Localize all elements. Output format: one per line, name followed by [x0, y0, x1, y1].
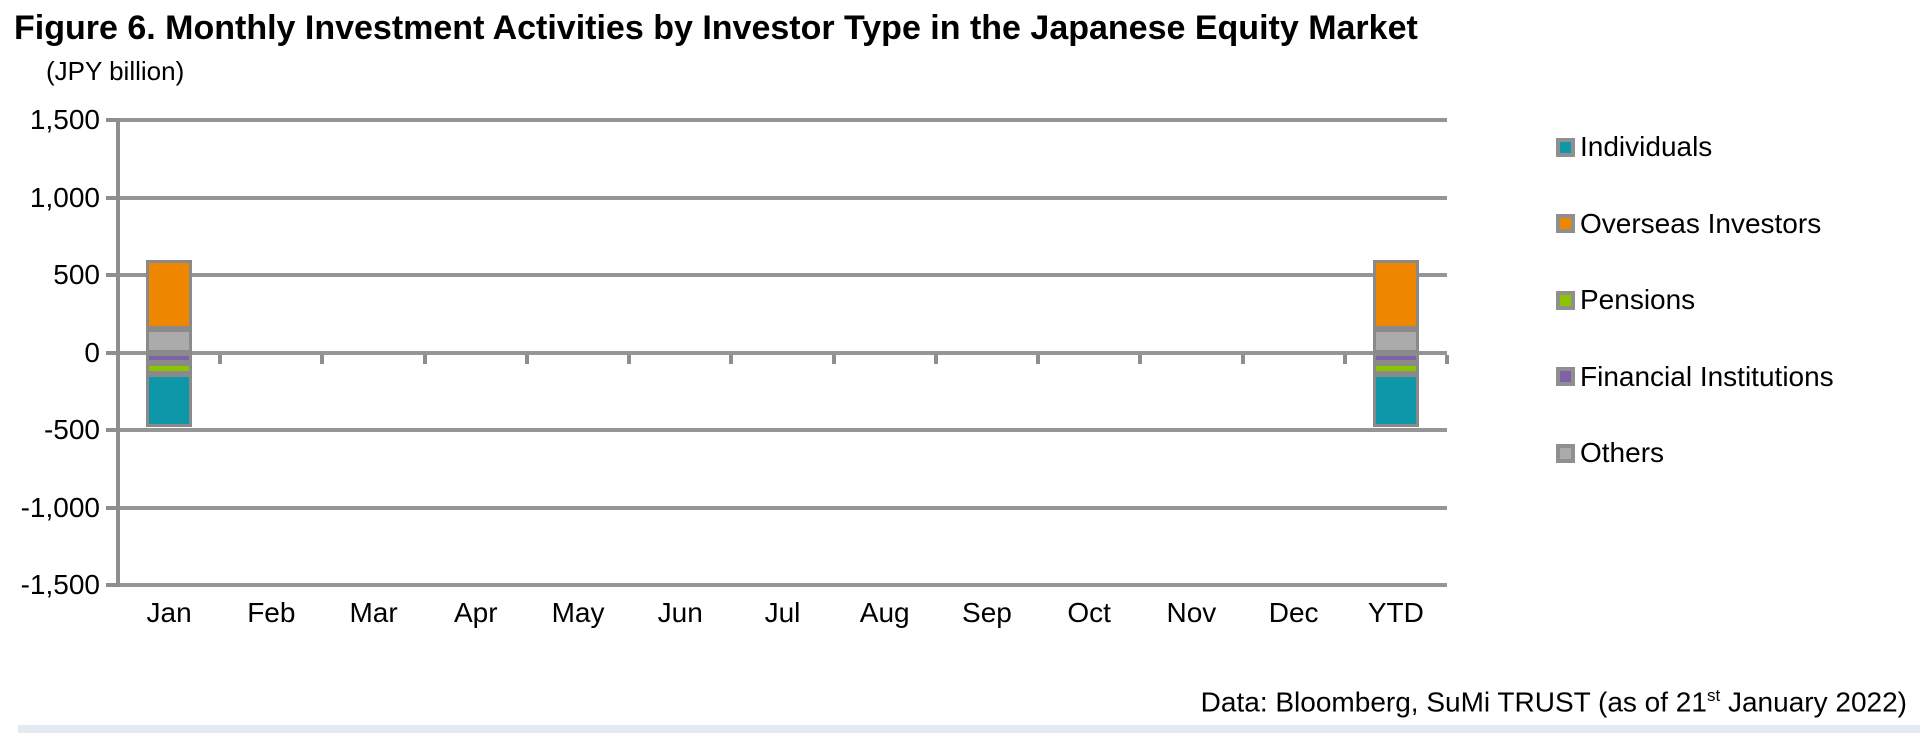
legend-swatch-icon	[1556, 367, 1575, 386]
x-axis-tick	[218, 354, 223, 364]
x-axis-label: Sep	[962, 597, 1012, 628]
x-axis-label: Apr	[454, 597, 498, 628]
legend-item: Overseas Investors	[1556, 208, 1821, 240]
y-axis-tick-label: 0	[84, 336, 100, 368]
legend-item: Individuals	[1556, 131, 1712, 163]
legend-item: Financial Institutions	[1556, 361, 1834, 393]
y-axis-tick	[106, 273, 118, 277]
gridline	[118, 505, 1447, 510]
x-axis-tick	[1342, 354, 1347, 364]
footer-superscript: st	[1706, 686, 1721, 705]
gridline	[118, 273, 1447, 277]
legend-item: Others	[1556, 437, 1664, 469]
legend-swatch-icon	[1556, 137, 1575, 157]
y-axis-tick	[106, 583, 118, 587]
bottom-strip	[18, 725, 1920, 733]
legend-label: Others	[1580, 437, 1665, 468]
bar-segment	[1372, 352, 1419, 363]
bar-segment	[1372, 362, 1419, 375]
y-axis-tick	[106, 195, 118, 200]
x-axis-tick	[1240, 354, 1245, 364]
y-axis-tick	[106, 118, 118, 122]
gridline	[118, 118, 1447, 122]
legend-label: Individuals	[1580, 131, 1713, 162]
x-axis-label: Jan	[146, 597, 192, 628]
bar-segment	[146, 352, 193, 363]
footer-text-suffix: January 2022)	[1720, 686, 1907, 718]
x-axis-tick	[320, 354, 325, 364]
legend-label: Overseas Investors	[1580, 207, 1822, 239]
x-axis-tick	[422, 354, 427, 364]
bar-segment	[146, 259, 193, 330]
bar-segment	[146, 362, 193, 375]
gridline	[118, 350, 1447, 355]
x-axis-label: Dec	[1268, 597, 1319, 628]
x-axis-label: YTD	[1367, 597, 1424, 628]
y-axis-tick	[106, 350, 118, 355]
x-axis-label: Nov	[1166, 597, 1217, 628]
gridline	[118, 428, 1447, 432]
y-axis-tick-label: -500	[43, 414, 100, 445]
y-axis-line	[116, 118, 120, 587]
y-axis-tick	[106, 428, 118, 432]
y-axis-tick	[106, 505, 118, 510]
gridline	[118, 195, 1447, 200]
x-axis-label: Feb	[247, 597, 296, 628]
x-axis-tick	[1445, 354, 1449, 364]
gridline	[118, 583, 1447, 587]
legend-label: Pensions	[1580, 284, 1696, 315]
bar-segment	[146, 329, 193, 353]
legend-swatch-icon	[1556, 214, 1575, 233]
x-axis-tick	[729, 354, 734, 364]
bar-segment	[1372, 259, 1419, 330]
legend-label: Financial Institutions	[1580, 360, 1834, 392]
bar-segment	[1372, 374, 1419, 427]
y-axis-tick-label: 1,000	[29, 181, 100, 213]
footer-text: Data: Bloomberg, SuMi TRUST (as of 21	[1200, 686, 1707, 718]
x-axis-tick	[1036, 354, 1041, 364]
x-axis-label: Mar	[349, 597, 398, 628]
footer-source: Data: Bloomberg, SuMi TRUST (as of 21st …	[1201, 686, 1907, 718]
bar-segment	[1372, 329, 1419, 353]
x-axis-label: Jun	[657, 597, 703, 628]
x-axis-label: Jul	[764, 597, 801, 628]
y-axis-tick-label: -1,000	[20, 491, 100, 523]
legend-item: Pensions	[1556, 284, 1695, 316]
legend-swatch-icon	[1556, 290, 1575, 310]
x-axis-tick	[1138, 354, 1143, 364]
figure-title: Figure 6. Monthly Investment Activities …	[14, 9, 1418, 47]
bar-segment	[146, 374, 193, 427]
y-axis-tick-label: 1,500	[29, 104, 100, 135]
x-axis-tick	[831, 354, 836, 364]
y-axis-tick-label: -1,500	[20, 569, 100, 600]
y-axis-tick-label: 500	[53, 259, 100, 290]
x-axis-tick	[933, 354, 938, 364]
x-axis-label: Aug	[859, 597, 910, 628]
legend-swatch-icon	[1556, 443, 1575, 463]
x-axis-tick	[524, 354, 529, 364]
x-axis-tick	[627, 354, 632, 364]
unit-label: (JPY billion)	[46, 56, 185, 86]
x-axis-label: May	[551, 597, 605, 628]
x-axis-label: Oct	[1067, 597, 1111, 628]
